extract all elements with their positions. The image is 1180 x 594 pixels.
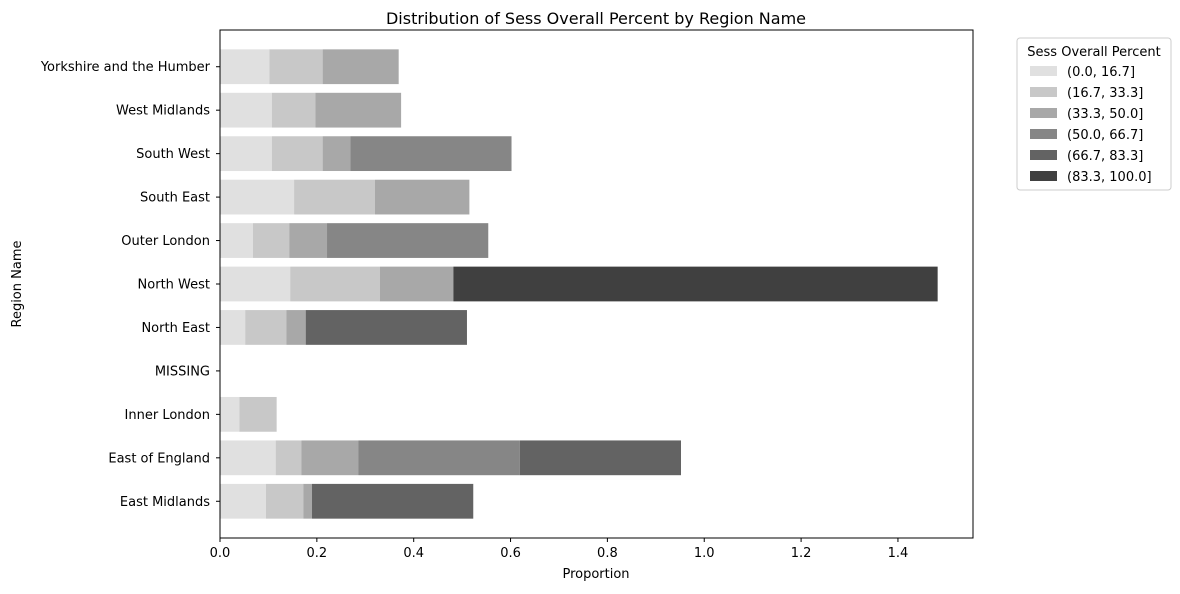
y-tick-label: MISSING [155, 364, 210, 379]
y-tick-label: Inner London [125, 408, 210, 423]
legend-label: (50.0, 66.7] [1067, 128, 1143, 143]
y-tick-label: Outer London [121, 234, 210, 249]
x-tick-label: 1.0 [694, 546, 715, 561]
bar-segment [269, 49, 323, 85]
bar-segment [220, 136, 272, 172]
bar-segment [305, 310, 467, 345]
bar-segment [275, 440, 302, 476]
legend-label: (83.3, 100.0] [1067, 170, 1152, 185]
x-tick-label: 0.6 [500, 546, 521, 561]
bar-segment [327, 223, 489, 258]
bar-segment [245, 310, 287, 345]
bar-segment [290, 266, 380, 302]
x-tick-label: 0.2 [307, 546, 328, 561]
y-tick-label: West Midlands [116, 104, 210, 119]
legend-swatch [1030, 108, 1057, 118]
bar-segment [350, 136, 512, 172]
bar-segment [266, 483, 304, 519]
bar-segment [379, 266, 454, 302]
bar-segment [289, 223, 328, 258]
x-tick-label: 0.8 [597, 546, 618, 561]
bar-segment [220, 310, 246, 345]
bar-segment [315, 92, 402, 128]
bar-segment [220, 179, 295, 215]
legend-label: (33.3, 50.0] [1067, 107, 1143, 122]
bar-segment [220, 92, 272, 128]
x-axis-label: Proportion [562, 567, 629, 582]
bar-segment [220, 266, 291, 302]
y-tick-label: Yorkshire and the Humber [40, 60, 211, 75]
y-tick-label: South West [136, 147, 210, 162]
bar-segment [294, 179, 375, 215]
bar-segment [220, 440, 276, 476]
bar-segment [301, 440, 359, 476]
bar-segment [322, 136, 351, 172]
legend-swatch [1030, 66, 1057, 76]
bars-layer [220, 49, 938, 519]
bar-segment [220, 483, 267, 519]
x-tick-label: 1.4 [888, 546, 909, 561]
legend-swatch [1030, 129, 1057, 139]
x-tick-label: 0.4 [403, 546, 424, 561]
bar-segment [374, 179, 470, 215]
legend-items: (0.0, 16.7] (16.7, 33.3] (33.3, 50.0] (50.0… [1030, 65, 1152, 185]
bar-segment [519, 440, 682, 476]
legend-label: (16.7, 33.3] [1067, 86, 1143, 101]
bar-segment [271, 136, 323, 172]
bar-segment [286, 310, 306, 345]
legend-label: (0.0, 16.7] [1067, 65, 1135, 80]
bar-segment [239, 396, 277, 432]
legend-title: Sess Overall Percent [1027, 45, 1160, 60]
bar-segment [252, 223, 290, 258]
legend-swatch [1030, 171, 1057, 181]
legend-swatch [1030, 150, 1057, 160]
y-tick-label: North West [138, 278, 210, 293]
x-tick-label: 1.2 [791, 546, 812, 561]
y-tick-label: South East [140, 191, 210, 206]
bar-segment [271, 92, 316, 128]
y-axis-label: Region Name [10, 241, 25, 328]
bar-segment [220, 223, 253, 258]
bar-segment [312, 483, 474, 519]
x-tick-label: 0.0 [210, 546, 231, 561]
chart-title: Distribution of Sess Overall Percent by … [386, 9, 806, 28]
bar-segment [322, 49, 399, 85]
y-axis: East Midlands East of England Inner London… [40, 60, 220, 510]
bar-segment [220, 49, 270, 85]
y-tick-label: North East [141, 321, 210, 336]
legend: Sess Overall Percent (0.0, 16.7] (16.7, 3… [1016, 37, 1172, 191]
y-tick-label: East of England [108, 451, 210, 466]
bar-segment [453, 266, 938, 302]
bar-segment [303, 483, 313, 519]
x-axis: 0.0 0.2 0.4 0.6 0.8 1.0 1.2 1.4 [210, 538, 909, 561]
y-tick-label: East Midlands [120, 495, 210, 510]
legend-swatch [1030, 87, 1057, 97]
legend-label: (66.7, 83.3] [1067, 149, 1143, 164]
bar-segment [220, 396, 240, 432]
bar-segment [358, 440, 520, 476]
